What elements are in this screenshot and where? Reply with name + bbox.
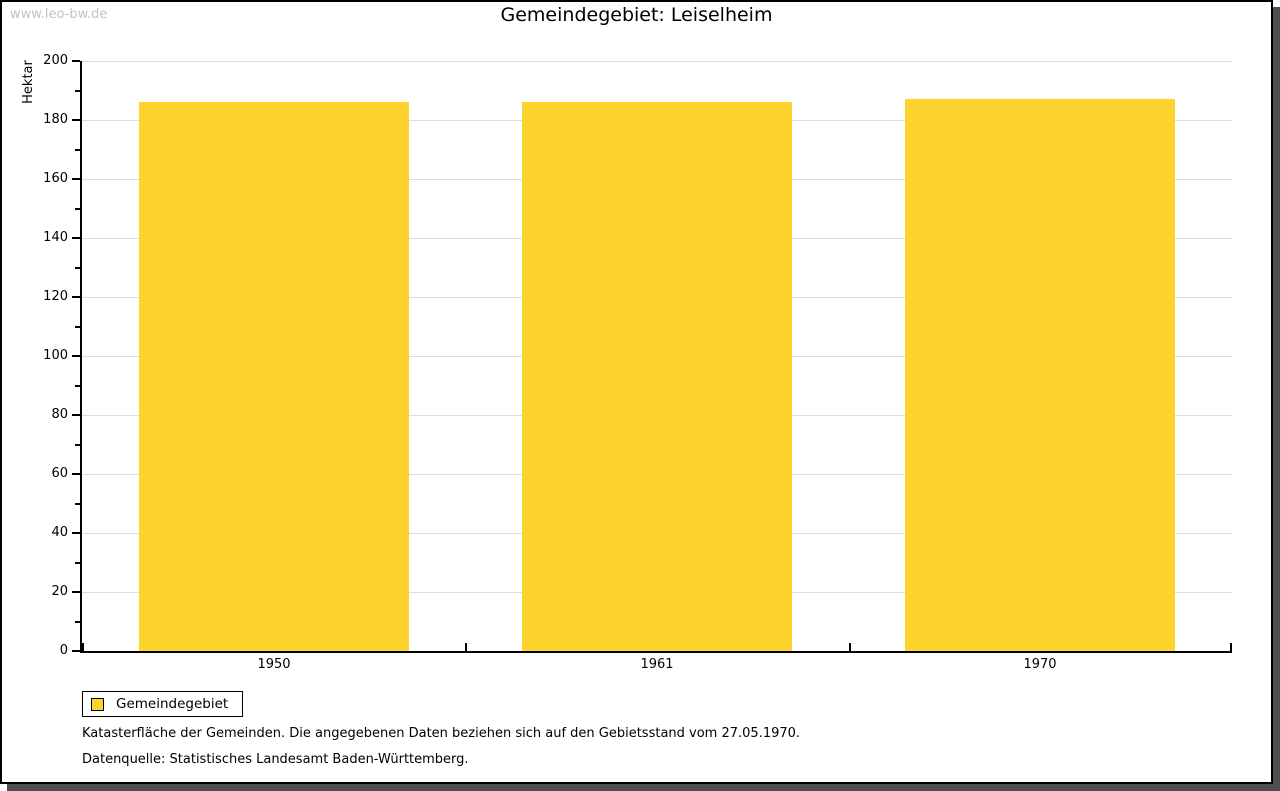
y-tick-label: 140 <box>43 230 68 245</box>
y-major-tick <box>72 473 80 475</box>
y-minor-tick <box>75 90 80 92</box>
x-boundary-tick <box>82 643 84 651</box>
y-tick-label: 0 <box>59 643 68 658</box>
bar-1950 <box>139 102 409 651</box>
y-tick-label: 200 <box>43 53 68 68</box>
y-minor-tick <box>75 149 80 151</box>
y-minor-tick <box>75 267 80 269</box>
y-minor-tick <box>75 208 80 210</box>
y-tick-label: 80 <box>51 407 68 422</box>
y-major-tick <box>72 60 80 62</box>
y-tick-label: 20 <box>51 584 68 599</box>
x-boundary-tick <box>849 643 851 651</box>
legend: Gemeindegebiet <box>82 691 244 717</box>
x-tick-label: 1950 <box>257 657 291 672</box>
legend-label: Gemeindegebiet <box>116 696 229 712</box>
y-gridline <box>82 61 1232 62</box>
y-minor-tick <box>75 326 80 328</box>
chart-title: Gemeindegebiet: Leiselheim <box>500 4 773 26</box>
bar-1961 <box>522 102 792 651</box>
y-minor-tick <box>75 503 80 505</box>
watermark: www.leo-bw.de <box>10 7 108 22</box>
legend-swatch <box>91 697 104 711</box>
y-minor-tick <box>75 562 80 564</box>
y-tick-label: 120 <box>43 289 68 304</box>
y-minor-tick <box>75 444 80 446</box>
y-major-tick <box>72 119 80 121</box>
bar-1970 <box>905 99 1175 651</box>
y-major-tick <box>72 532 80 534</box>
plot-area: 0 20 40 60 80 100 120 140 160 180 200 1950 1961 1970 <box>43 53 1232 672</box>
x-tick-label: 1961 <box>640 657 674 672</box>
x-tick-label: 1970 <box>1023 657 1057 672</box>
y-major-tick <box>72 650 80 652</box>
y-tick-label: 160 <box>43 171 68 186</box>
x-boundary-tick <box>1230 643 1232 651</box>
y-major-tick <box>72 178 80 180</box>
y-tick-label: 180 <box>43 112 68 127</box>
footnote-line2: Datenquelle: Statistisches Landesamt Bad… <box>82 752 469 767</box>
y-tick-label: 100 <box>43 348 68 363</box>
y-minor-tick <box>75 385 80 387</box>
y-major-tick <box>72 591 80 593</box>
x-boundary-tick <box>465 643 467 651</box>
y-tick-label: 60 <box>51 466 68 481</box>
y-major-tick <box>72 414 80 416</box>
y-major-tick <box>72 355 80 357</box>
y-tick-label: 40 <box>51 525 68 540</box>
y-major-tick <box>72 237 80 239</box>
footnote-line1: Katasterfläche der Gemeinden. Die angege… <box>82 726 801 741</box>
y-minor-tick <box>75 621 80 623</box>
y-major-tick <box>72 296 80 298</box>
